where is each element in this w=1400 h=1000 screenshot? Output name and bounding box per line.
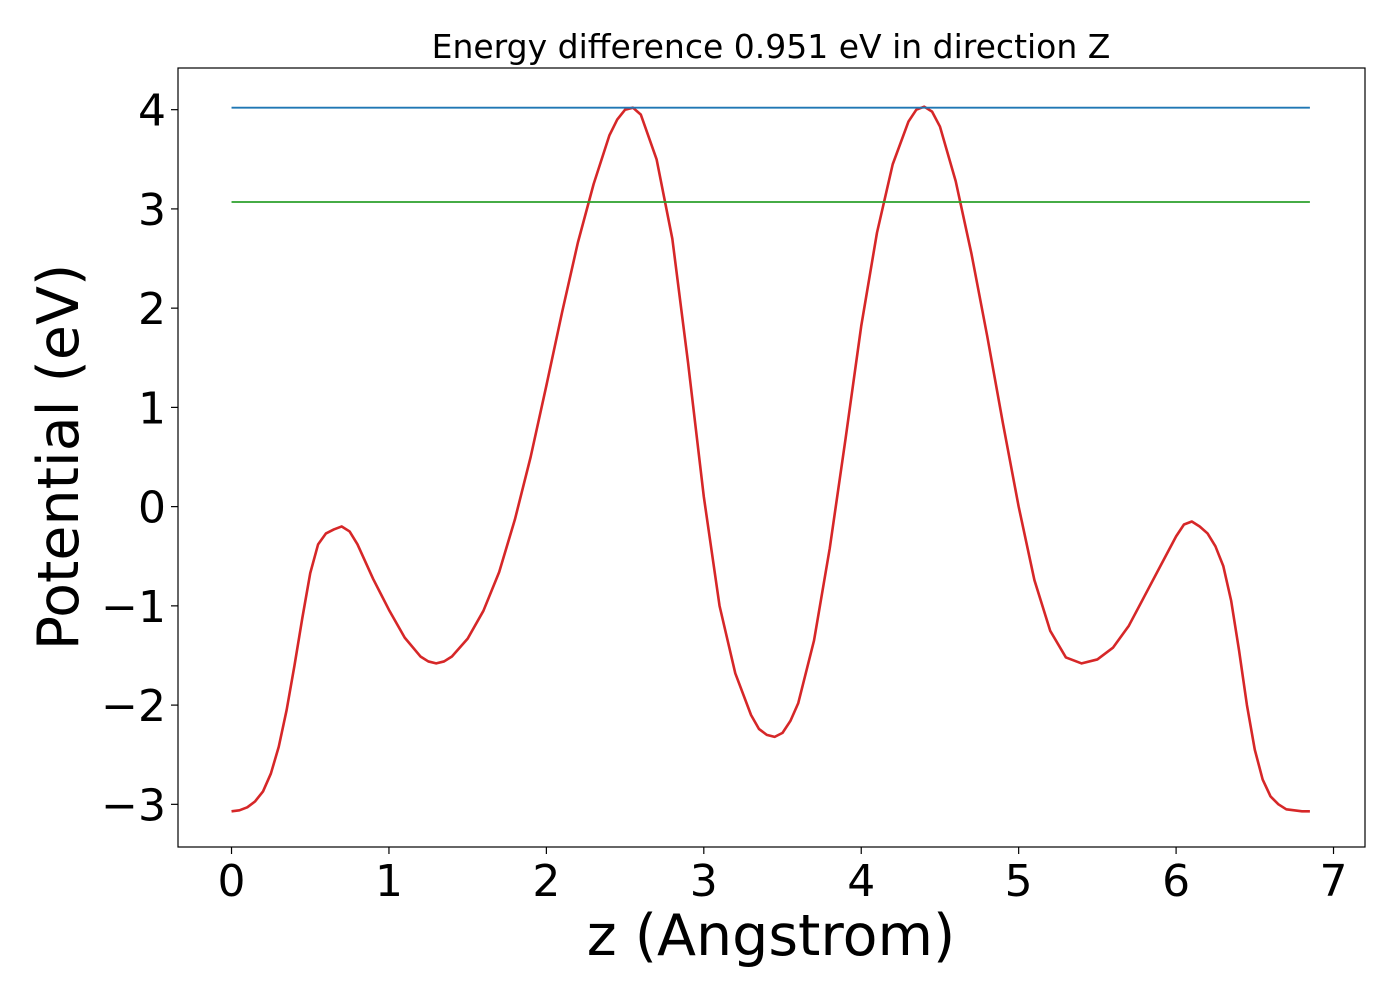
y-tick-label: 2 bbox=[138, 284, 166, 335]
x-tick-label: 6 bbox=[1162, 856, 1190, 907]
chart-title: Energy difference 0.951 eV in direction … bbox=[432, 27, 1111, 66]
y-tick-label: 1 bbox=[138, 383, 166, 434]
y-axis-label: Potential (eV) bbox=[26, 264, 92, 650]
x-tick-label: 7 bbox=[1320, 856, 1348, 907]
x-axis-label: z (Angstrom) bbox=[587, 903, 955, 969]
y-tick-label: 4 bbox=[138, 86, 166, 137]
x-tick-label: 2 bbox=[532, 856, 560, 907]
y-tick-label: 3 bbox=[138, 185, 166, 236]
y-tick-label: −2 bbox=[101, 681, 166, 732]
series-layer bbox=[231, 105, 1310, 813]
x-tick-label: 0 bbox=[218, 856, 246, 907]
x-tick-label: 4 bbox=[847, 856, 875, 907]
y-axis: −3 −2 −1 0 1 2 3 4 bbox=[101, 86, 178, 831]
y-tick-label: −3 bbox=[101, 780, 166, 831]
x-tick-label: 3 bbox=[690, 856, 718, 907]
y-tick-label: −1 bbox=[101, 582, 166, 633]
series-line-1 bbox=[231, 105, 1310, 813]
plot-frame bbox=[177, 67, 1366, 848]
y-tick-label: 0 bbox=[138, 483, 166, 534]
x-axis: 0 1 2 3 4 5 6 7 bbox=[218, 847, 1348, 907]
x-tick-label: 1 bbox=[375, 856, 403, 907]
x-tick-label: 5 bbox=[1005, 856, 1033, 907]
